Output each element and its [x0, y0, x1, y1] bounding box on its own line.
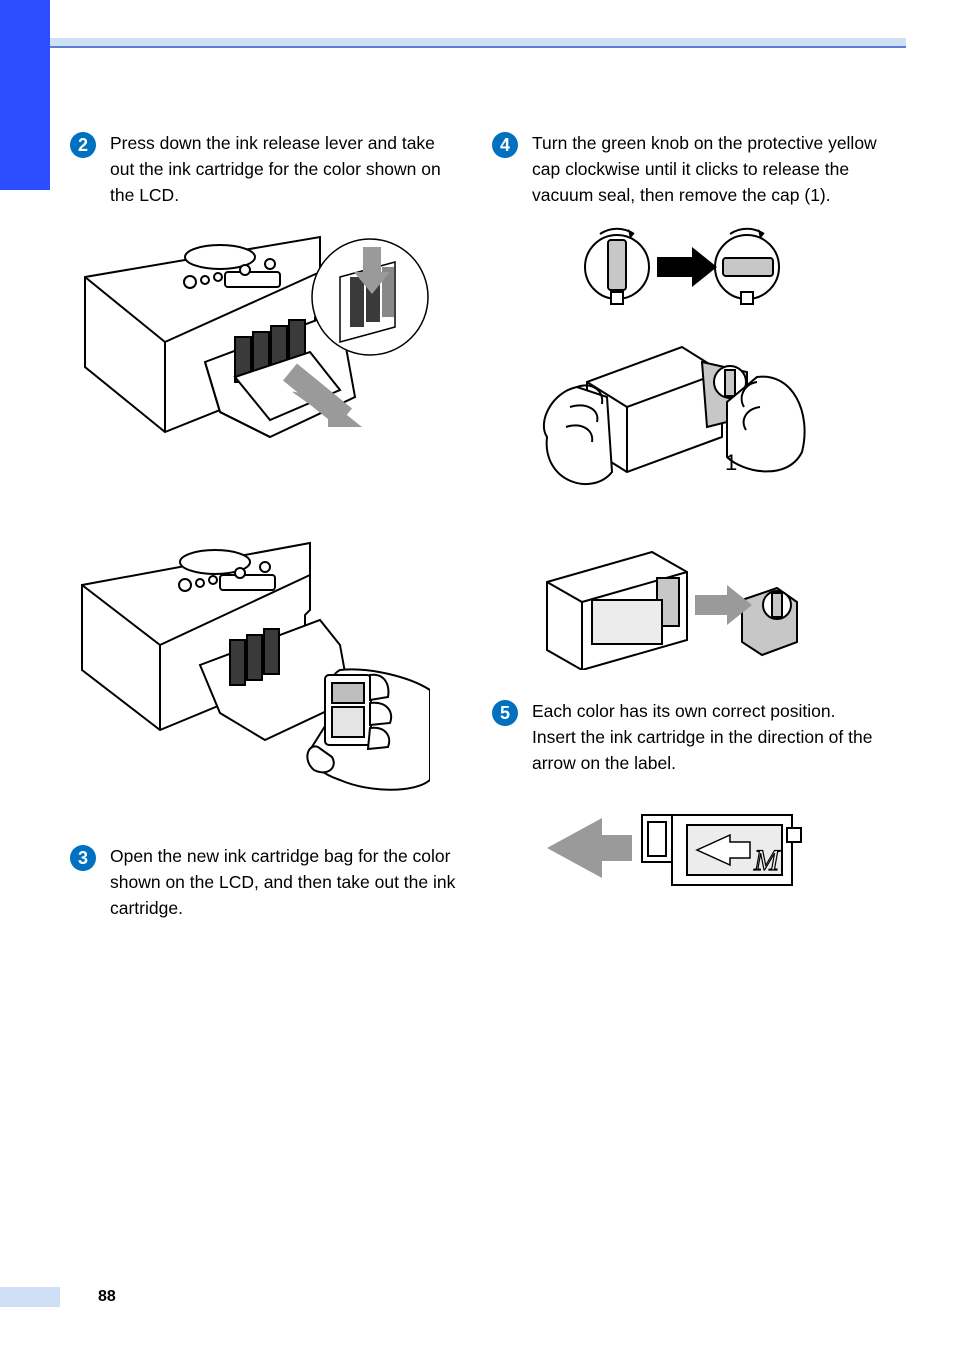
page-number: 88 [98, 1287, 116, 1307]
illustration-take-out [70, 525, 462, 815]
left-column: 2 Press down the ink release lever and t… [70, 130, 462, 1351]
step-text: Press down the ink release lever and tak… [110, 130, 462, 208]
callout-1-label: 1 [725, 450, 737, 475]
page-number-bar [0, 1287, 60, 1307]
right-column: 4 Turn the green knob on the protective … [492, 130, 884, 1351]
step-number-bullet: 2 [70, 132, 96, 158]
step-text: Open the new ink cartridge bag for the c… [110, 843, 462, 921]
illustration-press-lever [70, 222, 462, 497]
step-3: 3 Open the new ink cartridge bag for the… [70, 843, 462, 921]
illustration-knob-cartridge: 1 [532, 222, 884, 512]
step-number-bullet: 3 [70, 845, 96, 871]
step-5: 5 Each color has its own correct positio… [492, 698, 884, 776]
step-number-bullet: 5 [492, 700, 518, 726]
content-area: 2 Press down the ink release lever and t… [70, 130, 884, 1351]
step-2: 2 Press down the ink release lever and t… [70, 130, 462, 208]
step-text: Turn the green knob on the protective ye… [532, 130, 884, 208]
illustration-cartridge-cap [532, 540, 884, 670]
step-4: 4 Turn the green knob on the protective … [492, 130, 884, 208]
illustration-insert-cartridge: M [532, 790, 884, 910]
svg-text:M: M [753, 844, 781, 877]
side-tab [0, 0, 50, 190]
step-text: Each color has its own correct position.… [532, 698, 884, 776]
header-band [48, 38, 906, 48]
step-number-bullet: 4 [492, 132, 518, 158]
